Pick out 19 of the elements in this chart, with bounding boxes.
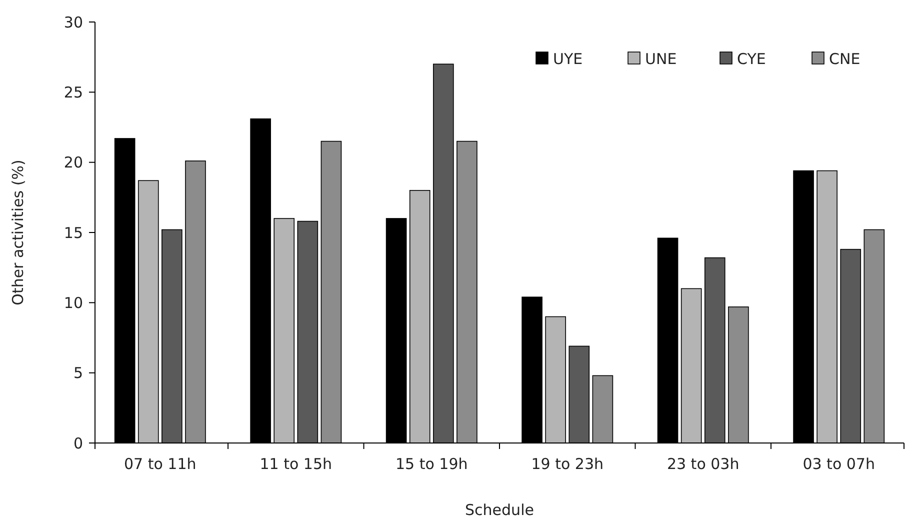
y-tick-label: 5 bbox=[73, 364, 83, 382]
y-tick-label: 25 bbox=[64, 83, 83, 102]
x-tick-label: 15 to 19h bbox=[395, 455, 468, 473]
y-tick-label: 20 bbox=[64, 154, 83, 172]
y-tick-label: 30 bbox=[64, 13, 83, 32]
legend-label: UYE bbox=[553, 50, 583, 68]
y-tick-label: 0 bbox=[73, 434, 83, 452]
legend-label: CNE bbox=[829, 50, 860, 68]
legend-label: UNE bbox=[645, 50, 677, 68]
x-tick-label: 07 to 11h bbox=[124, 455, 196, 473]
x-tick-label: 03 to 07h bbox=[802, 455, 875, 473]
y-axis-title: Other activities (%) bbox=[9, 160, 27, 306]
x-tick-label: 23 to 03h bbox=[666, 455, 740, 473]
x-axis-title: Schedule bbox=[465, 501, 534, 519]
y-tick-label: 15 bbox=[64, 224, 83, 242]
x-tick-label: 19 to 23h bbox=[531, 455, 604, 473]
y-tick-label: 10 bbox=[64, 294, 83, 312]
legend-label: CYE bbox=[737, 50, 766, 68]
x-tick-label: 11 to 15h bbox=[260, 455, 332, 473]
